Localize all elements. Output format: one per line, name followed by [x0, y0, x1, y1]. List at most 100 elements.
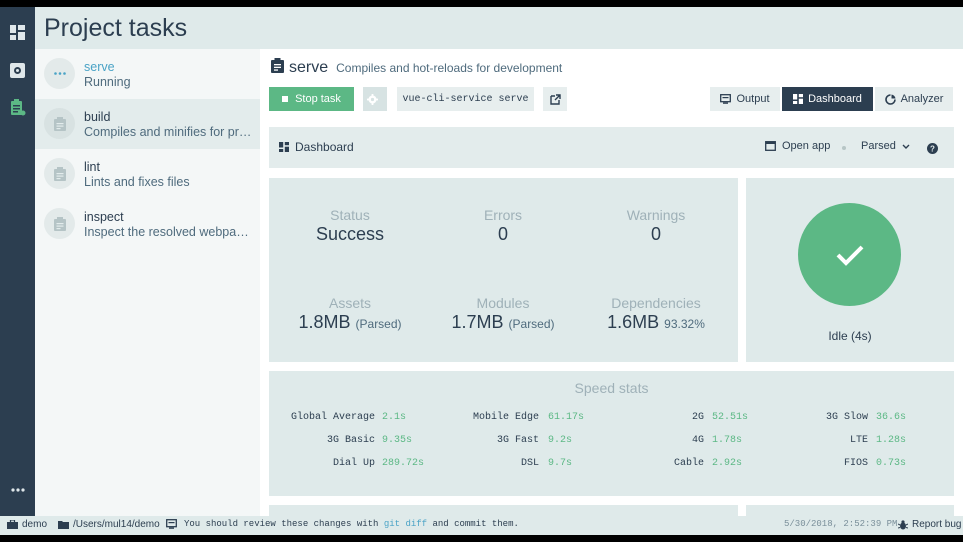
report-bug-label: Report bug: [912, 519, 962, 530]
stat-label: Errors: [483, 207, 523, 223]
speed-label: 3G Fast: [496, 435, 539, 446]
stat-value-sub: 93.32%: [664, 317, 705, 331]
speed-value: 9.7s: [548, 458, 573, 469]
speed-value: 2.92s: [712, 458, 743, 469]
stat-label: Status: [330, 207, 370, 223]
dashboard-icon: [793, 94, 804, 104]
stat-value-main: 1.7MB: [451, 312, 504, 332]
tab-analyzer[interactable]: Analyzer: [875, 87, 953, 111]
gear-icon: [367, 93, 378, 105]
task-title-description: Compiles and hot-reloads for development: [336, 61, 563, 75]
task-name: lint: [84, 160, 100, 174]
stat-errors: Errors 0: [428, 207, 578, 245]
checkmark-icon: [836, 245, 863, 266]
page-header: Project tasks: [35, 7, 963, 49]
tab-analyzer-label: Analyzer: [900, 93, 944, 105]
idle-status-panel: Idle (4s): [746, 178, 954, 362]
assets-panel: [269, 505, 738, 516]
dashboard-icon: [279, 142, 289, 152]
dashboard-toolbar: Dashboard Open app Parsed ?: [269, 127, 954, 168]
stat-assets: Assets 1.8MB (Parsed): [275, 295, 425, 333]
project-switcher[interactable]: demo: [7, 519, 47, 530]
speed-stats-title: Speed stats: [574, 380, 649, 396]
idle-text: Idle (4s): [828, 329, 872, 343]
stop-task-button[interactable]: Stop task: [269, 87, 354, 111]
mode-select[interactable]: Parsed: [861, 140, 910, 152]
tab-dashboard[interactable]: Dashboard: [782, 87, 873, 111]
speed-label: LTE: [849, 435, 868, 446]
console-icon: [166, 519, 177, 529]
modules-panel: [746, 505, 954, 516]
status-bar: demo /Users/mul14/demo You should review…: [0, 516, 963, 535]
success-badge: [798, 203, 901, 306]
analyzer-icon: [884, 93, 896, 105]
plugins-icon[interactable]: [0, 54, 35, 86]
task-list: serve Running build Compiles and minifie…: [35, 49, 260, 516]
speed-value: 1.28s: [876, 435, 907, 446]
speed-value: 0.73s: [876, 458, 907, 469]
speed-value: 52.51s: [712, 412, 749, 423]
task-description: Lints and fixes files: [84, 175, 190, 189]
task-item-lint[interactable]: lint Lints and fixes files: [35, 149, 260, 199]
dots-icon: [44, 58, 75, 89]
task-description: Inspect the resolved webpack config: [84, 225, 254, 239]
stat-warnings: Warnings 0: [581, 207, 731, 245]
speed-value: 9.2s: [548, 435, 573, 446]
stat-value: 0: [497, 224, 508, 244]
stat-label: Warnings: [626, 207, 686, 223]
svg-text:?: ?: [930, 144, 935, 153]
more-icon[interactable]: [0, 474, 35, 506]
separator-dot: [842, 146, 846, 150]
speed-label: Mobile Edge: [472, 412, 539, 423]
external-link-icon: [549, 93, 561, 105]
help-icon[interactable]: ?: [927, 141, 938, 159]
stat-value-sub: (Parsed): [355, 317, 402, 331]
speed-label: 3G Basic: [326, 435, 375, 446]
stat-value-main: 1.6MB: [607, 312, 660, 332]
speed-label: 2G: [691, 412, 704, 423]
bug-icon: [898, 519, 908, 529]
left-rail: [0, 7, 35, 516]
stat-label: Assets: [328, 295, 371, 311]
task-item-serve[interactable]: serve Running: [35, 49, 260, 99]
speed-label: Global Average: [290, 412, 375, 423]
git-diff-link[interactable]: git diff: [383, 519, 428, 529]
project-name: demo: [22, 519, 48, 530]
tab-output-label: Output: [736, 93, 770, 105]
folder-icon: [58, 521, 69, 529]
clipboard-icon: [271, 58, 284, 78]
command-button[interactable]: vue-cli-service serve: [397, 87, 534, 111]
task-title: serve Compiles and hot-reloads for devel…: [271, 58, 562, 78]
clipboard-icon: [44, 208, 75, 239]
speed-value: 61.17s: [548, 412, 585, 423]
task-settings-button[interactable]: [363, 87, 387, 111]
stat-modules: Modules 1.7MB (Parsed): [428, 295, 578, 333]
speed-label: 4G: [691, 435, 704, 446]
dashboard-icon[interactable]: [0, 16, 35, 48]
stat-value: 1.6MB 93.32%: [581, 312, 731, 333]
speed-stats-panel: Speed stats Global Average 2.1s Mobile E…: [269, 371, 954, 496]
tab-output[interactable]: Output: [710, 87, 780, 111]
stat-value: 1.8MB (Parsed): [275, 312, 425, 333]
speed-label: DSL: [520, 458, 539, 469]
open-app-button[interactable]: Open app: [765, 140, 830, 152]
status-datetime: 5/30/2018, 2:52:39 PM: [784, 519, 898, 529]
task-item-build[interactable]: build Compiles and minifies for producti…: [35, 99, 260, 149]
stat-value: 1.7MB (Parsed): [428, 312, 578, 333]
open-external-button[interactable]: [543, 87, 567, 111]
git-message[interactable]: You should review these changes with git…: [166, 519, 519, 529]
tasks-icon[interactable]: [0, 91, 35, 123]
task-description: Running: [84, 75, 131, 89]
task-detail: serve Compiles and hot-reloads for devel…: [260, 49, 963, 516]
task-description: Compiles and minifies for production: [84, 125, 254, 139]
project-path[interactable]: /Users/mul14/demo: [58, 519, 160, 530]
speed-label: FIOS: [843, 458, 868, 469]
task-item-inspect[interactable]: inspect Inspect the resolved webpack con…: [35, 199, 260, 249]
speed-label: Dial Up: [332, 458, 375, 469]
open-app-label: Open app: [782, 140, 831, 152]
report-bug-button[interactable]: Report bug: [898, 519, 961, 530]
speed-value: 36.6s: [876, 412, 907, 423]
build-stats-panel: Status Success Errors 0 Warnings 0 Asset…: [269, 178, 738, 362]
speed-value: 9.35s: [382, 435, 413, 446]
task-name: serve: [84, 60, 115, 74]
